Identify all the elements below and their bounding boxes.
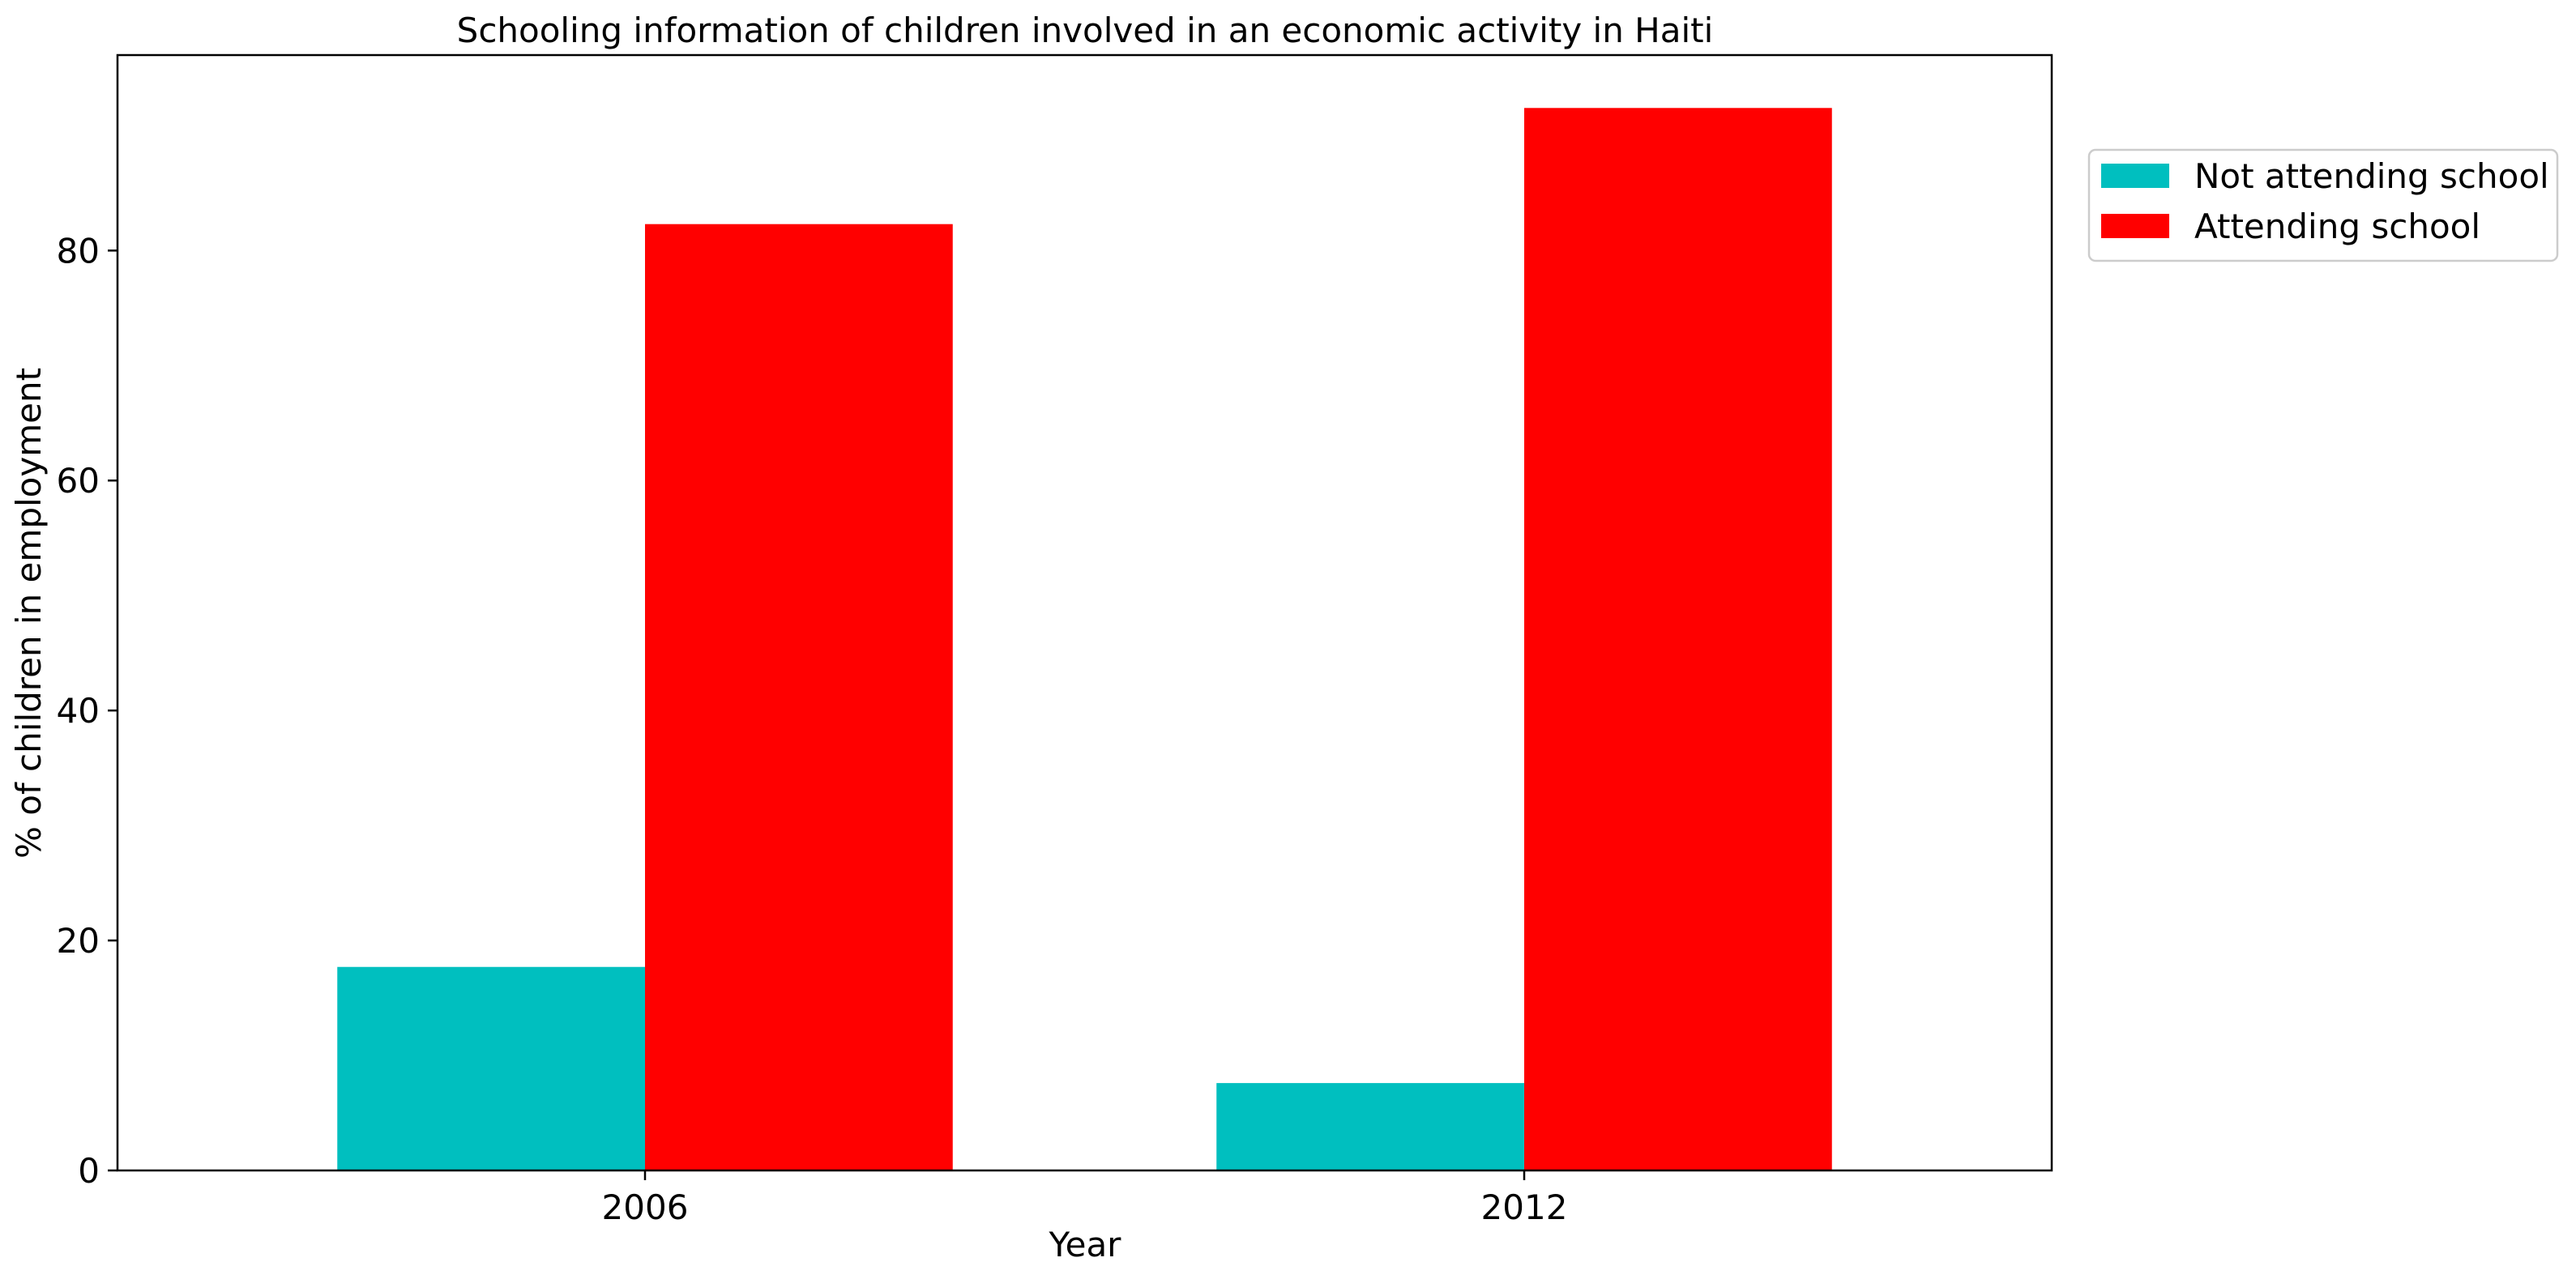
plot-area-frame: [116, 53, 2053, 1172]
bar-not-attending-2006: [337, 966, 645, 1170]
y-axis-label: % of children in employment: [9, 368, 49, 859]
y-tick-label: 0: [78, 1151, 100, 1191]
bar-attending-2012: [1524, 108, 1832, 1170]
x-tick-label: 2006: [602, 1187, 689, 1227]
bar-not-attending-2012: [1216, 1083, 1524, 1170]
x-axis: 2006 2012: [602, 1170, 1568, 1227]
y-tick-label: 80: [57, 231, 100, 271]
legend-swatch-not-attending: [2101, 164, 2169, 188]
bar-attending-2006: [645, 224, 953, 1170]
x-tick-label: 2012: [1481, 1187, 1568, 1227]
y-tick-label: 40: [57, 691, 100, 731]
x-axis-label: Year: [1049, 1225, 1122, 1264]
legend-swatch-attending: [2101, 214, 2169, 238]
y-axis: 0 20 40 60 80: [57, 231, 117, 1191]
chart-title: Schooling information of children involv…: [457, 11, 1714, 50]
legend-label-attending: Attending school: [2194, 207, 2480, 246]
bars-group: [337, 108, 1832, 1170]
legend-frame: [2087, 148, 2559, 262]
legend: Not attending school Attending school: [2087, 148, 2559, 262]
y-tick-label: 60: [57, 461, 100, 501]
y-tick-label: 20: [57, 921, 100, 961]
legend-label-not-attending: Not attending school: [2194, 156, 2549, 196]
